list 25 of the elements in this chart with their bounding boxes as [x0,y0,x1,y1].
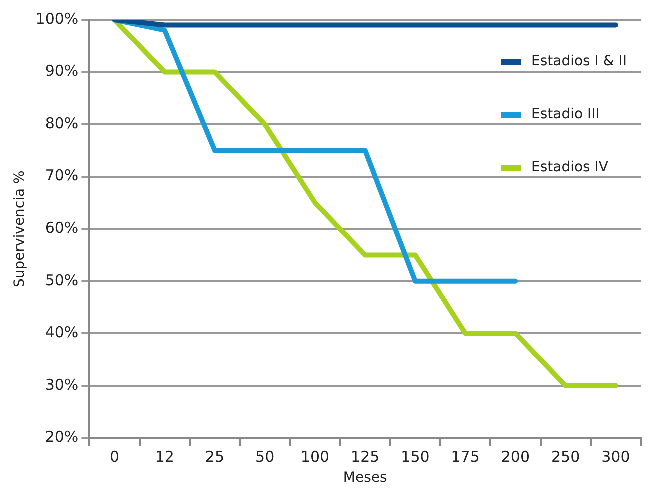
x-tick-label: 250 [552,448,580,466]
y-tick-label: 100% [36,10,79,28]
y-tick-label: 50% [45,271,79,290]
legend-label: Estadios I & II [532,54,627,70]
y-tick-label: 30% [45,376,79,394]
x-tick-label: 175 [451,448,480,466]
x-tick-label: 200 [501,448,530,466]
x-axis-title: Meses [343,470,388,486]
y-tick-label: 70% [45,166,79,185]
x-tick-label: 50 [256,448,275,466]
x-tick-label: 300 [602,448,630,466]
y-axis-title: Supervivencia % [12,170,28,288]
x-tick-label: 150 [401,448,430,466]
y-tick-label: 60% [45,218,79,237]
x-tick-label: 125 [351,448,380,466]
y-tick-label: 40% [45,324,79,342]
x-tick-label: 25 [205,448,225,466]
y-tick-label: 20% [45,428,79,446]
legend-label: Estadio III [532,106,600,123]
legend-label: Estadios IV [532,160,609,176]
x-tick-label: 0 [110,448,120,466]
x-tick-label: 100 [300,448,330,466]
x-tick-label: 12 [155,448,174,466]
y-tick-label: 80% [45,114,79,132]
y-tick-label: 90% [45,62,79,80]
